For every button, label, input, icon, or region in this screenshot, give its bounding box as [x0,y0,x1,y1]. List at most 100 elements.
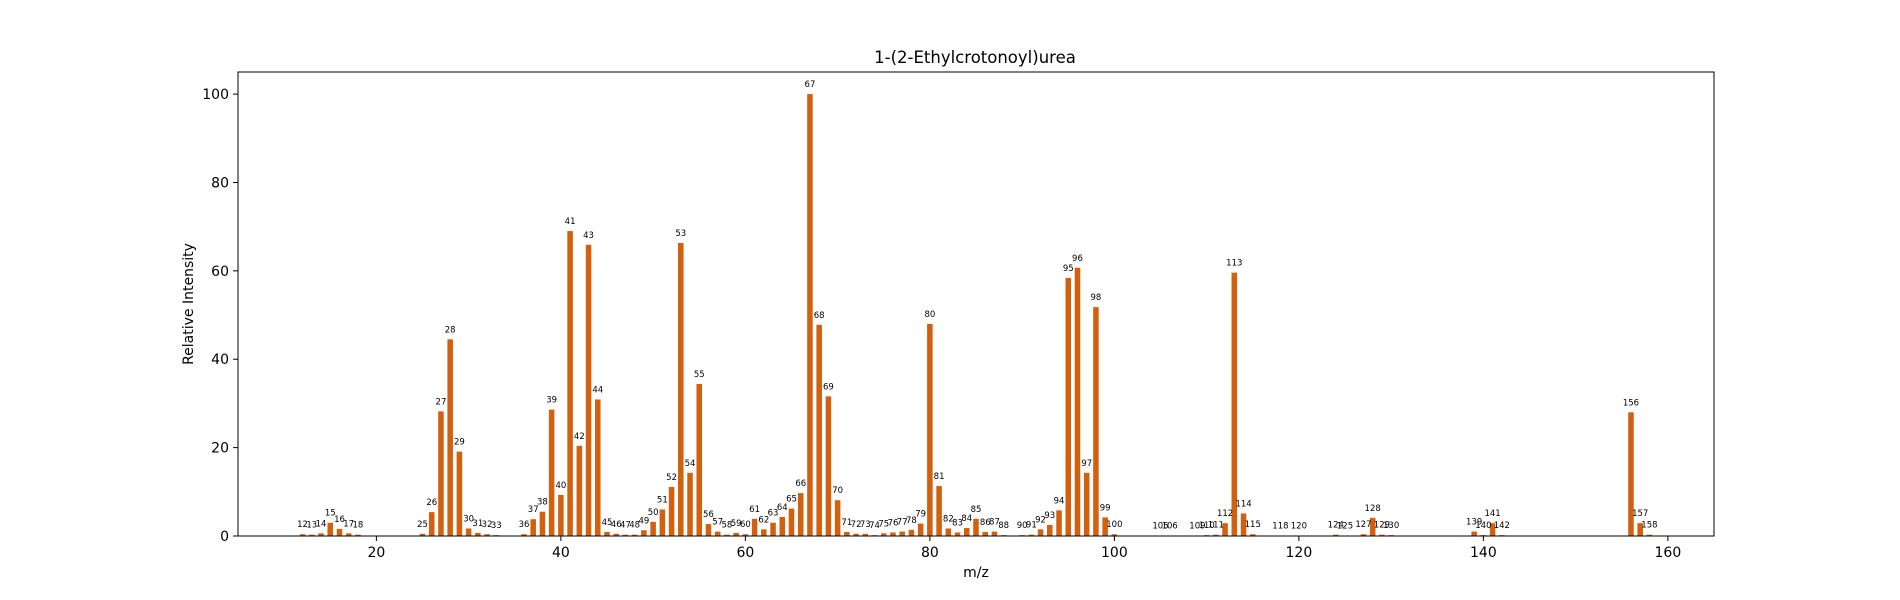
peak-label-141: 141 [1484,509,1500,519]
bar-mz-32 [484,534,490,536]
peak-label-25: 25 [417,520,428,530]
peak-label-90: 90 [1017,521,1028,531]
bar-mz-55 [696,383,703,536]
peak-label-40: 40 [555,481,566,491]
peak-label-76: 76 [888,518,899,528]
peak-label-15: 15 [325,509,336,519]
x-tick-label: 160 [1655,545,1682,561]
peak-label-13: 13 [306,521,317,531]
bar-mz-42 [576,445,583,536]
bar-mz-68 [816,324,822,536]
peak-label-48: 48 [629,521,640,531]
peak-label-16: 16 [334,515,345,525]
bar-mz-80 [927,323,933,536]
bar-mz-115 [1249,534,1256,536]
y-tick-label: 20 [211,441,229,457]
bar-mz-93 [1047,524,1053,536]
bar-mz-69 [825,396,832,536]
bar-mz-71 [844,532,850,536]
peak-label-53: 53 [675,229,686,239]
bar-mz-17 [345,533,352,536]
bar-mz-92 [1037,529,1044,536]
bar-mz-84 [964,528,970,536]
peak-label-114: 114 [1235,499,1251,509]
x-tick-label: 140 [1470,545,1497,561]
peak-label-70: 70 [832,486,843,496]
bar-mz-76 [890,532,896,536]
peak-label-42: 42 [574,432,585,442]
peak-label-27: 27 [436,397,447,407]
peak-label-38: 38 [537,498,548,508]
bar-mz-47 [622,534,629,536]
peak-label-125: 125 [1337,522,1353,532]
bar-mz-51 [659,509,666,536]
peak-label-91: 91 [1026,521,1037,531]
y-tick-label: 100 [202,87,229,103]
peak-label-12: 12 [297,520,308,530]
peak-label-29: 29 [454,438,465,448]
bar-mz-94 [1056,510,1062,536]
x-tick-label: 120 [1286,545,1313,561]
peak-label-32: 32 [482,520,493,530]
peak-label-60: 60 [740,520,751,530]
bar-mz-61 [751,518,758,536]
peak-label-100: 100 [1106,520,1122,530]
plot-frame [237,71,1715,537]
peak-label-157: 157 [1632,509,1648,519]
chart-title: 1-(2-Ethylcrotonoyl)urea [874,48,1076,67]
peak-label-50: 50 [648,508,659,518]
bar-mz-12 [299,534,306,536]
peak-label-78: 78 [906,516,917,526]
peak-label-58: 58 [722,521,733,531]
bar-mz-86 [982,532,988,536]
bar-mz-72 [853,533,859,536]
peak-label-71: 71 [841,518,852,528]
peak-label-31: 31 [472,519,483,529]
peak-label-85: 85 [971,505,982,515]
peak-label-86: 86 [980,518,991,528]
peak-label-139: 139 [1466,518,1482,528]
peak-label-99: 99 [1100,503,1111,513]
bar-mz-50 [650,521,656,536]
peak-label-28: 28 [445,325,456,335]
peak-label-98: 98 [1091,293,1102,303]
peak-label-142: 142 [1494,521,1510,531]
peak-label-37: 37 [528,505,539,515]
bar-mz-30 [465,528,472,536]
bar-mz-26 [428,512,435,536]
peak-label-75: 75 [878,519,889,529]
bar-mz-114 [1240,513,1247,536]
bar-mz-85 [973,518,979,536]
bar-mz-70 [834,500,841,536]
bar-mz-38 [539,511,546,536]
peak-label-128: 128 [1365,504,1381,514]
peak-label-82: 82 [943,514,954,524]
x-axis-ticks: 20 40 60 80 100 120 140 160 [367,536,1681,561]
y-tick-label: 80 [211,175,229,191]
bar-mz-77 [899,531,905,536]
bar-mz-63 [770,522,776,536]
peak-label-80: 80 [924,310,935,320]
peak-label-92: 92 [1035,515,1046,525]
peak-label-156: 156 [1623,398,1639,408]
bar-mz-81 [936,486,942,536]
bar-mz-44 [595,399,601,536]
bar-mz-36 [521,534,527,536]
bar-mz-99 [1102,517,1108,536]
peak-label-97: 97 [1081,459,1092,469]
bar-mz-14 [318,533,324,536]
peak-label-95: 95 [1063,264,1074,274]
bar-mz-59 [733,532,739,536]
bar-mz-15 [327,522,334,536]
peak-label-67: 67 [805,80,816,90]
peak-label-113: 113 [1226,259,1242,269]
bar-mz-57 [714,531,721,536]
bar-mz-25 [419,533,426,536]
bar-mz-56 [705,524,712,536]
x-tick-label: 100 [1101,545,1128,561]
peak-label-140: 140 [1475,521,1491,531]
peak-label-115: 115 [1245,520,1261,530]
